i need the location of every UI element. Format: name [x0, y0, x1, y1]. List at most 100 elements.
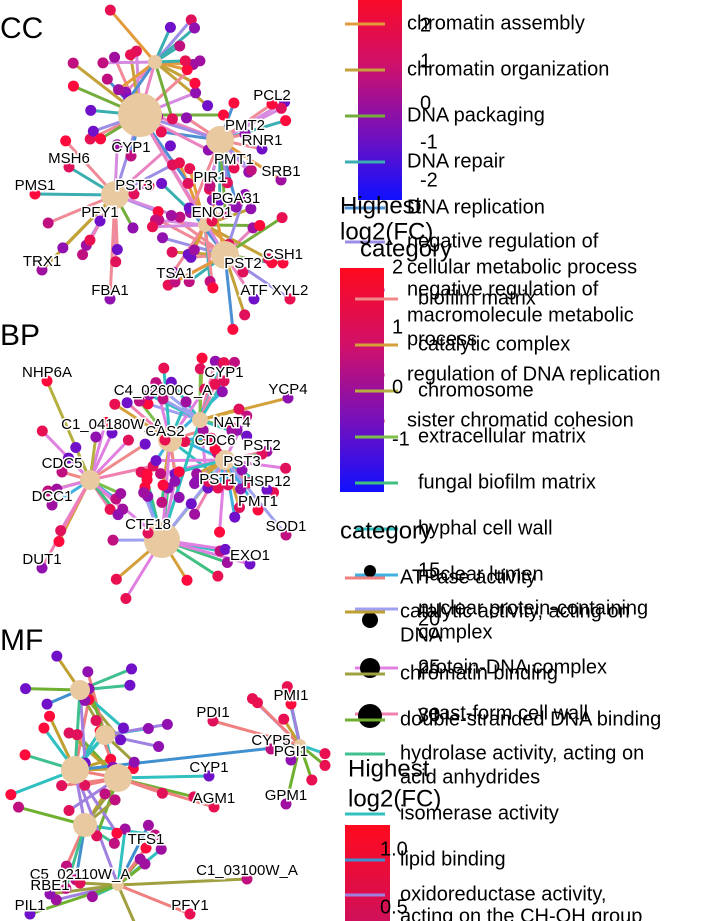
legend-label: yeast-form cell wall — [418, 702, 588, 724]
edge — [169, 438, 229, 487]
gene-node — [156, 177, 168, 189]
gene-label: DUT1 — [22, 551, 61, 568]
gene-node — [280, 529, 292, 541]
gene-node — [51, 650, 63, 662]
gene-node — [203, 476, 215, 488]
legend-label: DNA — [400, 624, 443, 646]
legend-label: lipid binding — [400, 848, 506, 870]
edge — [204, 223, 270, 261]
gene-node — [20, 683, 32, 695]
gene-node — [67, 80, 79, 92]
colorbar-tick: -2 — [420, 169, 438, 191]
gene-label: AGM1 — [193, 790, 236, 807]
gene-node — [182, 177, 194, 189]
gene-node — [206, 194, 218, 206]
gene-node — [219, 543, 231, 555]
legend-title: Highest — [348, 755, 430, 782]
gene-node — [285, 698, 297, 710]
colorbar-tick: 1 — [420, 50, 431, 72]
panel-title: CC — [0, 12, 43, 45]
gene-node — [111, 243, 123, 255]
gene-node — [265, 743, 277, 755]
gene-node — [62, 452, 74, 464]
gene-node — [143, 180, 155, 192]
legend-label: catalytic complex — [418, 333, 570, 355]
gene-node — [74, 877, 86, 889]
edge — [162, 368, 172, 441]
gene-node — [227, 323, 239, 335]
gene-node — [185, 498, 197, 510]
gene-node — [228, 162, 240, 174]
gene-label: NAT4 — [213, 414, 250, 431]
gene-node — [153, 741, 165, 753]
gene-node — [277, 257, 289, 269]
gene-node — [121, 397, 133, 409]
gene-node — [142, 819, 154, 831]
gene-node — [141, 468, 153, 480]
category-node — [61, 756, 89, 784]
gene-node — [108, 837, 120, 849]
gene-node — [125, 150, 137, 162]
gene-node — [44, 710, 56, 722]
colorbar — [345, 825, 390, 921]
legend-label: negative regulation of — [407, 278, 599, 300]
gene-node — [143, 389, 155, 401]
gene-node — [239, 188, 251, 200]
gene-label: CTF18 — [125, 516, 171, 533]
legend-label: macromolecule metabolic — [407, 304, 634, 326]
gene-node — [104, 4, 116, 16]
legend-title: log2(FC) — [340, 218, 433, 245]
gene-node — [189, 22, 201, 34]
gene-node — [149, 829, 161, 841]
legend-label: negative regulation of — [407, 230, 599, 252]
gene-node — [173, 157, 185, 169]
legend-title: category — [360, 235, 452, 262]
gene-node — [207, 715, 219, 727]
gene-node — [209, 378, 221, 390]
size-key — [362, 612, 378, 628]
gene-node — [38, 722, 50, 734]
gene-node — [236, 464, 248, 476]
edge — [152, 223, 206, 229]
gene-node — [56, 466, 68, 478]
gene-label: PMT2 — [225, 117, 265, 134]
colorbar-tick: 1.0 — [380, 838, 408, 860]
category-node — [101, 181, 129, 209]
legend-label: nuclear protein-containing — [418, 597, 648, 619]
gene-node — [133, 395, 145, 407]
gene-node — [46, 499, 58, 511]
gene-label: CYP1 — [204, 364, 243, 381]
gene-node — [104, 293, 116, 305]
edge — [116, 884, 136, 921]
gene-node — [282, 689, 294, 701]
gene-node — [169, 475, 181, 487]
gene-node — [241, 873, 253, 885]
gene-node — [110, 256, 122, 268]
gene-node — [173, 491, 185, 503]
gene-label: ENO1 — [192, 204, 233, 221]
gene-node — [183, 202, 195, 214]
gene-node — [139, 438, 151, 450]
gene-node — [109, 51, 121, 63]
gene-label: PGA31 — [212, 190, 260, 207]
gene-label: RBE1 — [30, 877, 69, 894]
legend-label: ATPase activity — [400, 566, 536, 588]
category-node — [206, 126, 234, 154]
gene-node — [67, 57, 79, 69]
colorbar-tick: -1 — [420, 131, 438, 153]
edge — [117, 883, 191, 916]
gene-label: CYP1 — [189, 759, 228, 776]
gene-label: TSA1 — [156, 265, 194, 282]
legend-label: DNA repair — [407, 150, 505, 172]
gene-node — [165, 210, 177, 222]
gene-node — [155, 843, 167, 855]
gene-node — [235, 483, 247, 495]
gene-node — [209, 443, 221, 455]
gene-node — [173, 466, 185, 478]
legend-label: regulation of DNA replication — [407, 363, 660, 385]
edge — [117, 60, 156, 91]
gene-label: HSP12 — [243, 473, 291, 490]
gene-node — [41, 375, 53, 387]
gene-node — [142, 722, 154, 734]
